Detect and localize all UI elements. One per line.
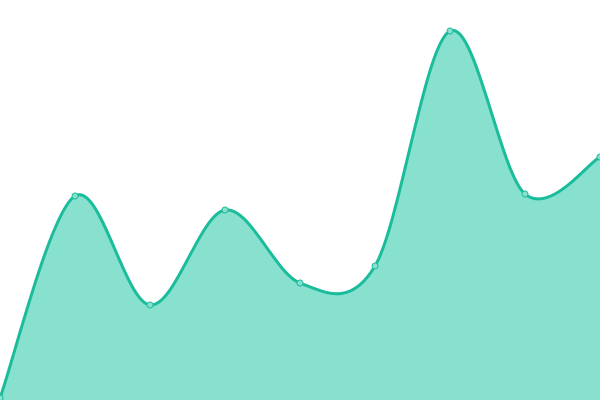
data-point-6: [446, 27, 454, 35]
data-point-2: [146, 301, 154, 309]
data-point-1: [71, 192, 79, 200]
data-point-0: [0, 394, 4, 400]
data-point-4: [296, 279, 304, 287]
area-fill: [0, 30, 600, 400]
data-point-7: [521, 190, 529, 198]
data-points: [0, 27, 600, 400]
data-point-3: [221, 206, 229, 214]
data-point-5: [371, 262, 379, 270]
data-point-8: [596, 153, 600, 161]
